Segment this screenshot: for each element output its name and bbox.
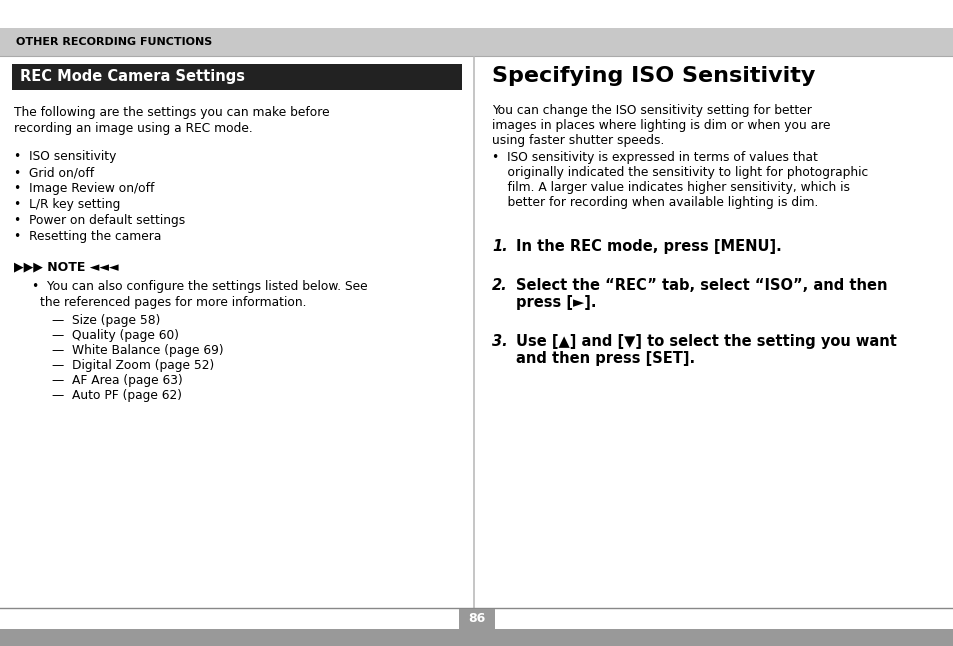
Text: You can change the ISO sensitivity setting for better: You can change the ISO sensitivity setti… (492, 104, 811, 117)
Text: •  L/R key setting: • L/R key setting (14, 198, 120, 211)
Text: —  Size (page 58): — Size (page 58) (52, 314, 160, 327)
Text: 2.: 2. (492, 278, 507, 293)
Text: using faster shutter speeds.: using faster shutter speeds. (492, 134, 663, 147)
Text: —  White Balance (page 69): — White Balance (page 69) (52, 344, 223, 357)
Text: •  ISO sensitivity: • ISO sensitivity (14, 150, 116, 163)
Text: —  Digital Zoom (page 52): — Digital Zoom (page 52) (52, 359, 214, 372)
Text: Select the “REC” tab, select “ISO”, and then: Select the “REC” tab, select “ISO”, and … (516, 278, 886, 293)
Text: In the REC mode, press [MENU].: In the REC mode, press [MENU]. (516, 239, 781, 254)
Text: •  Resetting the camera: • Resetting the camera (14, 230, 161, 243)
Text: 3.: 3. (492, 334, 507, 349)
Bar (0, 629, 953, 646)
Text: —  Quality (page 60): — Quality (page 60) (52, 329, 179, 342)
Text: •  ISO sensitivity is expressed in terms of values that: • ISO sensitivity is expressed in terms … (492, 151, 817, 164)
Text: originally indicated the sensitivity to light for photographic: originally indicated the sensitivity to … (492, 166, 867, 179)
Bar (0, 28, 953, 56)
Text: and then press [SET].: and then press [SET]. (516, 351, 695, 366)
Text: •  Grid on/off: • Grid on/off (14, 166, 94, 179)
Text: REC Mode Camera Settings: REC Mode Camera Settings (20, 70, 245, 85)
Text: ▶▶▶ NOTE ◄◄◄: ▶▶▶ NOTE ◄◄◄ (14, 260, 118, 273)
Text: •  Power on default settings: • Power on default settings (14, 214, 185, 227)
Text: •  You can also configure the settings listed below. See: • You can also configure the settings li… (32, 280, 367, 293)
Text: OTHER RECORDING FUNCTIONS: OTHER RECORDING FUNCTIONS (16, 37, 212, 47)
Text: recording an image using a REC mode.: recording an image using a REC mode. (14, 122, 253, 135)
Text: 86: 86 (468, 612, 485, 625)
Text: The following are the settings you can make before: The following are the settings you can m… (14, 106, 330, 119)
Text: film. A larger value indicates higher sensitivity, which is: film. A larger value indicates higher se… (492, 181, 849, 194)
Text: —  AF Area (page 63): — AF Area (page 63) (52, 374, 183, 387)
Text: —  Auto PF (page 62): — Auto PF (page 62) (52, 389, 182, 402)
Text: press [►].: press [►]. (516, 295, 596, 310)
Bar (12, 64, 461, 90)
Bar (458, 609, 495, 629)
Text: Use [▲] and [▼] to select the setting you want: Use [▲] and [▼] to select the setting yo… (516, 334, 896, 349)
Text: images in places where lighting is dim or when you are: images in places where lighting is dim o… (492, 119, 830, 132)
Text: better for recording when available lighting is dim.: better for recording when available ligh… (492, 196, 818, 209)
Text: 1.: 1. (492, 239, 507, 254)
Text: •  Image Review on/off: • Image Review on/off (14, 182, 154, 195)
Text: Specifying ISO Sensitivity: Specifying ISO Sensitivity (492, 66, 815, 86)
Text: the referenced pages for more information.: the referenced pages for more informatio… (40, 296, 306, 309)
